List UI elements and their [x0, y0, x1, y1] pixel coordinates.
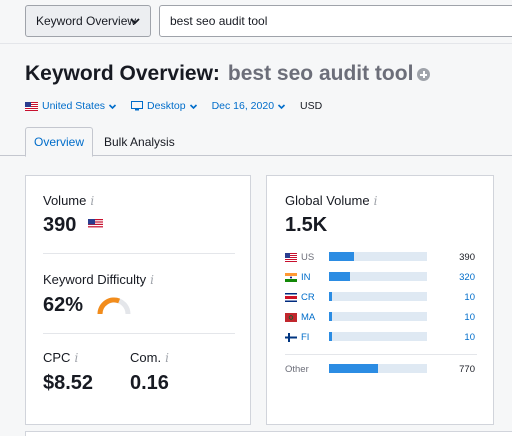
info-icon[interactable]: i — [74, 351, 79, 365]
tool-select-label: Keyword Overview — [36, 14, 137, 28]
other-label: Other — [285, 363, 309, 375]
global-volume-value: 1.5K — [285, 214, 328, 236]
volume-bar-fill — [329, 272, 350, 281]
country-volume: 390 — [459, 251, 475, 263]
page-title-keyword: best seo audit tool — [227, 62, 414, 85]
country-row-in[interactable]: IN 320 — [285, 270, 477, 284]
us-flag-icon — [87, 218, 103, 229]
com-label-text: Com. — [130, 350, 162, 365]
india-flag-icon — [285, 272, 297, 282]
global-volume-card: Global Volume i 1.5K US 390 IN 320 CR 10 … — [266, 175, 494, 425]
kd-label-text: Keyword Difficulty — [43, 272, 147, 287]
volume-bar-fill — [329, 364, 378, 373]
country-code: US — [301, 251, 315, 263]
divider — [43, 333, 235, 334]
search-input-value: best seo audit tool — [170, 14, 268, 28]
country-row-ma[interactable]: MA 10 — [285, 310, 477, 324]
country-code: MA — [301, 311, 316, 323]
date-filter-label: Dec 16, 2020 — [211, 100, 275, 112]
tab-bulk-analysis[interactable]: Bulk Analysis — [104, 134, 175, 149]
device-filter[interactable]: Desktop — [131, 100, 198, 112]
top-bar: Keyword Overview best seo audit tool — [0, 0, 512, 44]
divider — [43, 253, 235, 254]
volume-bar — [329, 252, 427, 261]
country-row-us: US 390 — [285, 250, 477, 264]
volume-value: 390 — [43, 214, 103, 237]
info-icon[interactable]: i — [373, 194, 378, 208]
com-label: Com. i — [130, 350, 169, 365]
filters-bar: United States Desktop Dec 16, 2020 USD — [25, 98, 322, 114]
page-title: Keyword Overview: best seo audit tool — [25, 62, 431, 90]
volume-bar-fill — [329, 312, 332, 321]
kd-label: Keyword Difficulty i — [43, 272, 154, 287]
country-volume: 10 — [464, 311, 475, 323]
country-code: FI — [301, 331, 310, 343]
country-row-other: Other 770 — [285, 362, 477, 376]
morocco-flag-icon — [285, 312, 297, 322]
volume-bar — [329, 332, 427, 341]
volume-label-text: Volume — [43, 193, 87, 208]
volume-bar-fill — [329, 332, 332, 341]
desktop-icon — [131, 101, 144, 111]
tool-select[interactable]: Keyword Overview — [25, 5, 151, 37]
chevron-down-icon — [130, 18, 140, 25]
country-code: CR — [301, 291, 315, 303]
country-row-fi[interactable]: FI 10 — [285, 330, 477, 344]
us-flag-icon — [285, 252, 297, 262]
volume-value-text: 390 — [43, 214, 77, 236]
country-filter-label: United States — [42, 100, 106, 112]
metrics-card: Volume i 390 Keyword Difficulty i 62% CPC i… — [25, 175, 251, 425]
country-code: IN — [301, 271, 311, 283]
volume-bar — [329, 364, 427, 373]
device-filter-label: Desktop — [147, 100, 186, 112]
search-input[interactable]: best seo audit tool — [159, 5, 512, 37]
country-volume: 10 — [464, 331, 475, 343]
volume-bar — [329, 292, 427, 301]
country-row-cr[interactable]: CR 10 — [285, 290, 477, 304]
cpc-label: CPC i — [43, 350, 78, 365]
country-volume: 10 — [464, 291, 475, 303]
tab-overview[interactable]: Overview — [25, 127, 94, 157]
next-card — [25, 431, 512, 436]
cpc-label-text: CPC — [43, 350, 71, 365]
date-filter[interactable]: Dec 16, 2020 — [212, 100, 286, 112]
chevron-down-icon — [277, 103, 286, 109]
info-icon[interactable]: i — [150, 273, 154, 287]
chevron-down-icon — [189, 103, 197, 109]
info-icon[interactable]: i — [165, 351, 169, 365]
finland-flag-icon — [285, 332, 297, 342]
volume-label: Volume i — [43, 193, 94, 208]
difficulty-gauge-icon — [97, 297, 131, 315]
currency-label: USD — [300, 100, 323, 112]
kd-value: 62% — [43, 294, 84, 316]
info-icon[interactable]: i — [90, 194, 95, 208]
page-title-prefix: Keyword Overview: — [25, 62, 220, 85]
chevron-down-icon — [108, 103, 117, 109]
costa-rica-flag-icon — [285, 292, 297, 302]
country-volume: 320 — [459, 271, 475, 283]
volume-bar-fill — [329, 252, 354, 261]
divider — [285, 354, 477, 355]
cpc-value: $8.52 — [43, 372, 94, 394]
global-volume-label-text: Global Volume — [285, 193, 370, 208]
tab-bar: Overview Bulk Analysis — [0, 127, 512, 157]
add-to-list-icon[interactable] — [417, 68, 431, 81]
com-value: 0.16 — [130, 372, 169, 394]
volume-bar — [329, 272, 427, 281]
volume-bar — [329, 312, 427, 321]
other-volume: 770 — [459, 363, 475, 375]
volume-bar-fill — [329, 292, 332, 301]
country-filter[interactable]: United States — [25, 100, 117, 112]
us-flag-icon — [25, 101, 38, 111]
global-volume-label: Global Volume i — [285, 193, 377, 208]
